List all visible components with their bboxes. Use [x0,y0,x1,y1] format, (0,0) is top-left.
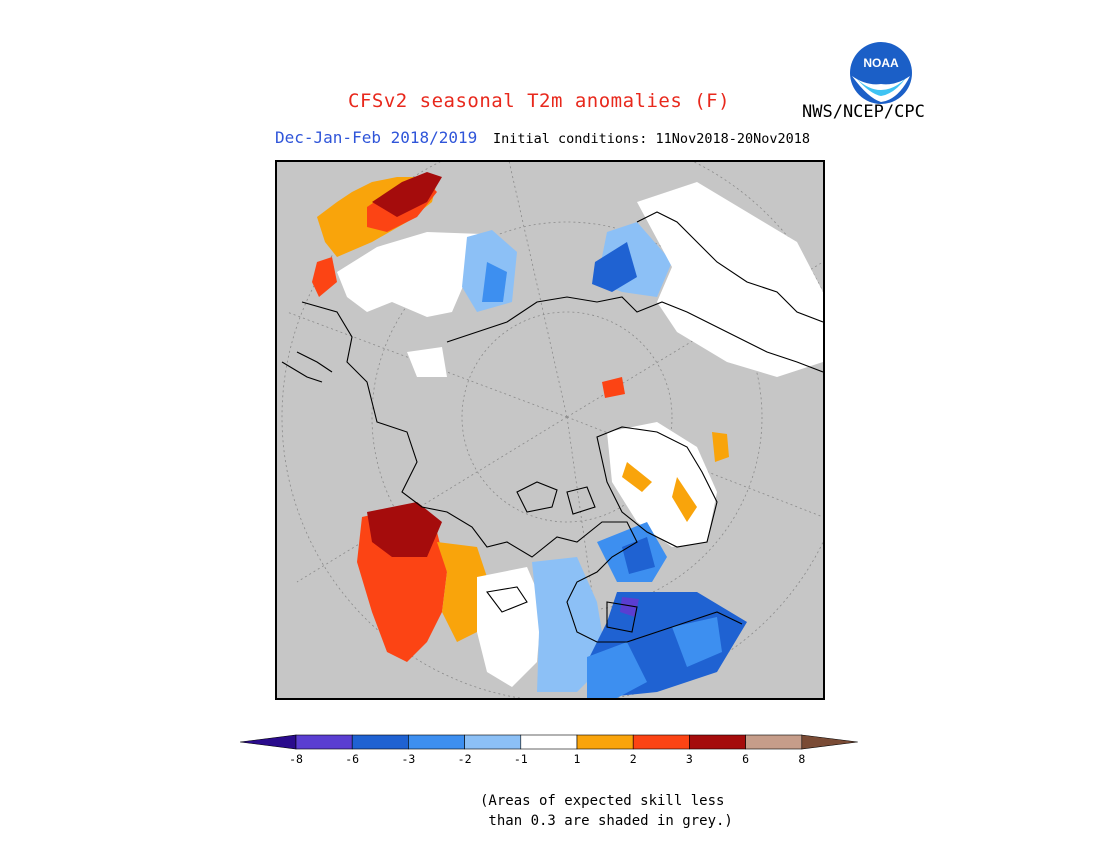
colorbar-bin [576,734,634,750]
colorbar [239,733,860,751]
anomaly-map [275,160,825,700]
colorbar-bin [632,734,690,750]
colorbar-bin [745,734,803,750]
colorbar-bin [295,734,353,750]
colorbar-low-arrow [239,734,297,750]
colorbar-tick-label: -1 [513,752,528,766]
noaa-logo: NOAA [848,40,914,106]
logo-text: NOAA [863,56,899,70]
map-title: CFSv2 seasonal T2m anomalies (F) [348,90,731,112]
coastlines [281,211,823,643]
colorbar-tick-label: -6 [345,752,360,766]
colorbar-bin [520,734,578,750]
colorbar-bin [689,734,746,750]
colorbar-tick-label: -8 [289,752,303,766]
colorbar-tick-label: 2 [629,752,637,766]
greenland-anomalies [602,377,729,547]
agency-label: NWS/NCEP/CPC [802,102,925,122]
colorbar-tick-label: 8 [798,752,806,766]
colorbar-bin [464,734,522,750]
eurasia-anomalies [312,172,823,377]
colorbar-tick-label: -2 [457,752,472,766]
colorbar-high-arrow [801,734,858,750]
colorbar-tick-label: 6 [742,752,750,766]
forecast-period: Dec-Jan-Feb 2018/2019 [275,128,478,147]
initial-conditions: Initial conditions: 11Nov2018-20Nov2018 [493,131,810,147]
colorbar-bin [408,734,465,750]
colorbar-tick-label: 3 [685,752,693,766]
colorbar-tick-label: -3 [401,752,416,766]
colorbar-bin [351,734,409,750]
skill-note: (Areas of expected skill less than 0.3 a… [480,793,733,829]
north-america-anomalies [357,502,747,698]
colorbar-tick-label: 1 [573,752,581,766]
